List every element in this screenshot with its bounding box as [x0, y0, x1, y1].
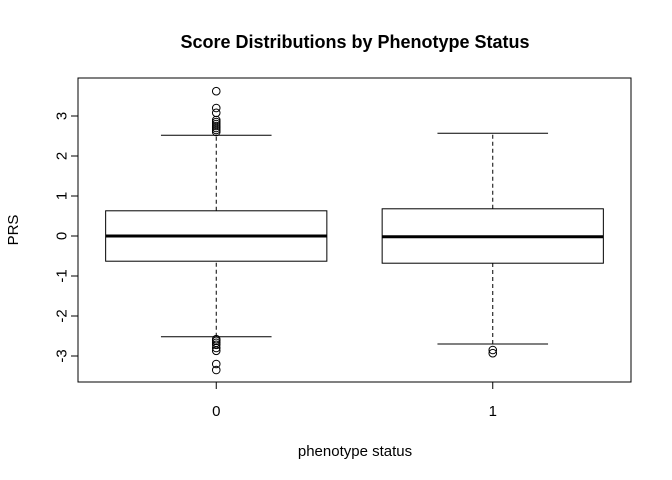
- outlier-point-category-0: [211, 359, 221, 369]
- boxes-layer: [105, 86, 604, 375]
- outlier-point-category-1: [488, 345, 498, 355]
- y-axis-label: PRS: [5, 215, 22, 246]
- outlier-point-category-0: [211, 340, 221, 350]
- y-tick-label: 2: [53, 152, 70, 160]
- outlier-point-category-0: [211, 86, 221, 96]
- y-tick-label: -3: [53, 349, 70, 362]
- outlier-point-category-1: [488, 348, 498, 358]
- y-tick-label: -1: [53, 269, 70, 282]
- outlier-point-category-0: [211, 343, 221, 353]
- outlier-point-category-0: [211, 346, 221, 356]
- outlier-point-category-0: [211, 103, 221, 113]
- x-axis-label: phenotype status: [298, 443, 412, 460]
- y-tick-label: 0: [53, 232, 70, 240]
- y-tick-label: 3: [53, 112, 70, 120]
- x-tick-label: 0: [212, 403, 220, 420]
- outlier-point-category-0: [211, 365, 221, 375]
- x-tick-label: 1: [489, 403, 497, 420]
- outlier-point-category-0: [211, 108, 221, 118]
- y-tick-label: -2: [53, 309, 70, 322]
- y-tick-label: 1: [53, 192, 70, 200]
- outlier-point-category-0: [211, 127, 221, 137]
- y-axis: -3 -2 -1 0 1 2 3: [53, 112, 79, 363]
- chart-title: Score Distributions by Phenotype Status: [180, 32, 529, 52]
